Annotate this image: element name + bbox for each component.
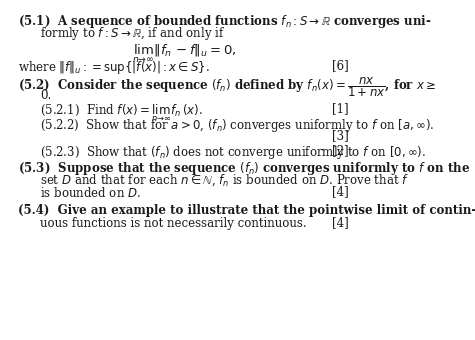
Text: uous functions is not necessarily continuous.: uous functions is not necessarily contin…: [40, 217, 306, 230]
Text: formly to $f: S \rightarrow \mathbb{R}$, if and only if: formly to $f: S \rightarrow \mathbb{R}$,…: [40, 25, 225, 42]
Text: is bounded on $D$.: is bounded on $D$.: [40, 186, 141, 200]
Text: 0.: 0.: [40, 89, 51, 102]
Text: (5.2.1)  Find $f(x) = \lim_{n \to \infty} f_n(x)$.: (5.2.1) Find $f(x) = \lim_{n \to \infty}…: [40, 103, 203, 124]
Text: [4]: [4]: [332, 217, 349, 230]
Text: $\lim_{n \to \infty} \|f_n - f\|_u = 0,$: $\lim_{n \to \infty} \|f_n - f\|_u = 0,$: [132, 42, 237, 65]
Text: (5.2.2)  Show that for $a > 0$, $(f_n)$ converges uniformly to $f$ on $[a, \inft: (5.2.2) Show that for $a > 0$, $(f_n)$ c…: [40, 117, 434, 134]
Text: [3]: [3]: [332, 129, 349, 142]
Text: (5.2.3)  Show that $(f_n)$ does not converge uniformly to $f$ on $[0, \infty)$.: (5.2.3) Show that $(f_n)$ does not conve…: [40, 144, 426, 161]
Text: [4]: [4]: [332, 186, 349, 199]
Text: [2]: [2]: [332, 144, 349, 157]
Text: (5.1)  A sequence of bounded functions $f_n: S \rightarrow \mathbb{R}$ converges: (5.1) A sequence of bounded functions $f…: [18, 13, 431, 30]
Text: (5.3)  Suppose that the sequence $(f_n)$ converges uniformly to $f$ on the: (5.3) Suppose that the sequence $(f_n)$ …: [18, 160, 470, 177]
Text: set $D$ and that for each $n \in \mathbb{N}$, $f_n$ is bounded on $D$. Prove tha: set $D$ and that for each $n \in \mathbb…: [40, 173, 409, 188]
Text: (5.2)  Consider the sequence $(f_n)$ defined by $f_n(x) = \dfrac{nx}{1+nx}$, for: (5.2) Consider the sequence $(f_n)$ defi…: [18, 75, 436, 99]
Text: where $\|f\|_u := \sup\{|f(x)| : x \in S\}$.: where $\|f\|_u := \sup\{|f(x)| : x \in S…: [18, 59, 210, 76]
Text: [6]: [6]: [332, 59, 349, 72]
Text: [1]: [1]: [332, 103, 349, 116]
Text: (5.4)  Give an example to illustrate that the pointwise limit of contin-: (5.4) Give an example to illustrate that…: [18, 204, 475, 217]
